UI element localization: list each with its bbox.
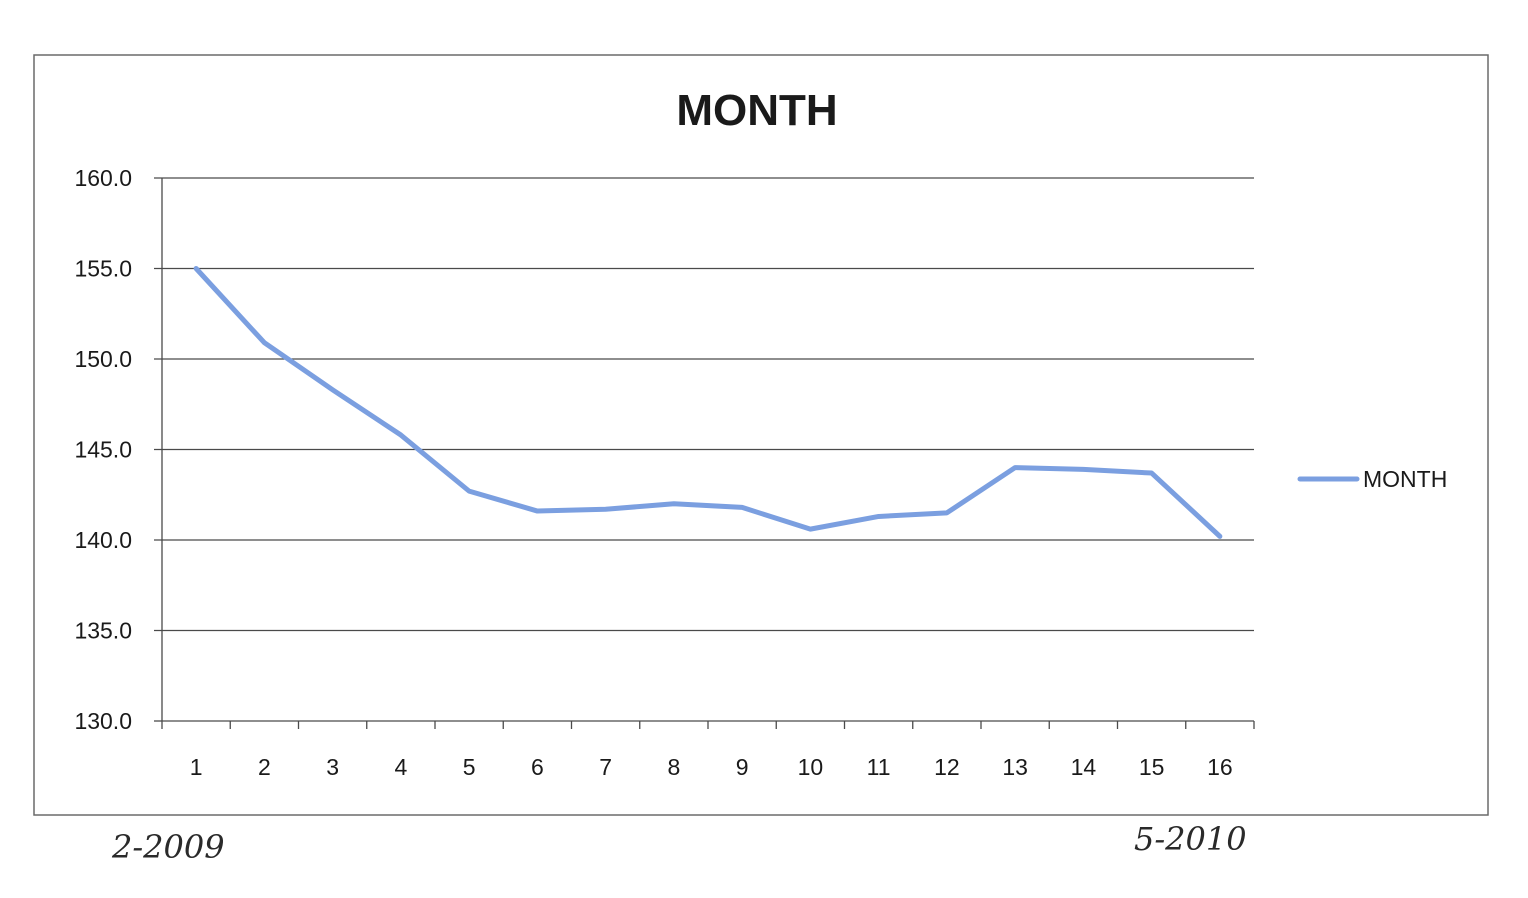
y-tick-label: 135.0	[74, 618, 132, 644]
x-tick-label: 3	[326, 754, 339, 780]
x-tick-label: 2	[258, 754, 271, 780]
legend-label-month: MONTH	[1363, 466, 1447, 492]
y-tick-label: 150.0	[74, 346, 132, 372]
x-tick-label: 11	[867, 754, 891, 780]
y-axis-tick-labels: 130.0 135.0 140.0 145.0 150.0 155.0 160.0	[74, 165, 132, 734]
legend: MONTH	[1297, 466, 1447, 492]
x-tick-label: 10	[798, 754, 824, 780]
start-date-annotation: 2-2009	[111, 828, 225, 866]
x-tick-label: 15	[1139, 754, 1165, 780]
x-tick-label: 13	[1002, 754, 1028, 780]
y-tick-label: 130.0	[74, 708, 132, 734]
x-tick-label: 16	[1207, 754, 1233, 780]
gridlines	[154, 177, 1254, 632]
series-lines	[193, 266, 1223, 539]
x-tick-label: 1	[190, 754, 203, 780]
y-tick-label: 145.0	[74, 437, 132, 463]
chart-frame	[33, 54, 1489, 816]
x-tick-label: 12	[934, 754, 960, 780]
x-tick-label: 8	[667, 754, 680, 780]
x-tick-label: 9	[736, 754, 749, 780]
x-tick-label: 5	[463, 754, 476, 780]
axes	[154, 178, 1255, 729]
x-tick-label: 7	[599, 754, 612, 780]
end-date-annotation: 5-2010	[1134, 820, 1247, 858]
x-axis-tick-labels: 1 2 3 4 5 6 7 8 9 10 11 12 13 14 15 16	[190, 754, 1233, 780]
x-tick-label: 14	[1071, 754, 1097, 780]
y-tick-label: 155.0	[74, 256, 132, 282]
chart-title: MONTH	[676, 86, 837, 135]
series-line-month	[193, 266, 1223, 539]
x-tick-label: 6	[531, 754, 544, 780]
y-tick-label: 140.0	[74, 527, 132, 553]
y-tick-label: 160.0	[74, 165, 132, 191]
x-tick-label: 4	[394, 754, 407, 780]
